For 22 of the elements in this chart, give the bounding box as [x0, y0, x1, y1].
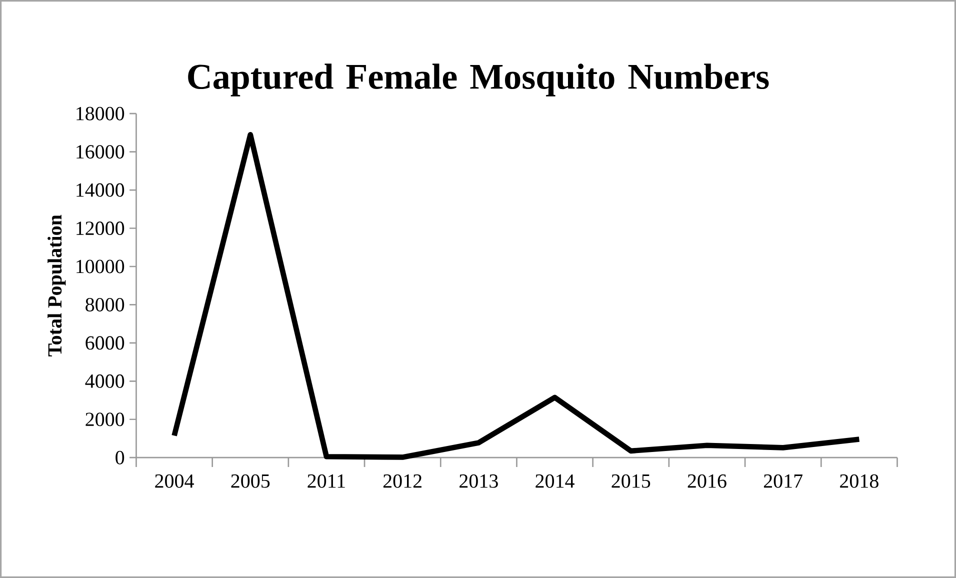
- y-tick-label: 14000: [76, 183, 124, 197]
- x-tick-label: 2017: [764, 474, 802, 488]
- x-tick-label: 2016: [688, 474, 726, 488]
- x-tick-label: 2018: [840, 474, 878, 488]
- y-tick-label: 10000: [76, 260, 124, 274]
- y-tick-label: 8000: [86, 298, 124, 312]
- x-tick-label: 2005: [231, 474, 270, 488]
- y-tick-label: 16000: [76, 145, 124, 159]
- x-tick-label: 2011: [308, 474, 345, 488]
- y-tick-label: 18000: [76, 106, 124, 120]
- y-tick-label: 12000: [76, 222, 124, 236]
- y-tick-label: 6000: [86, 336, 124, 350]
- x-tick-label: 2012: [383, 474, 422, 488]
- y-axis-title: Total Population: [48, 214, 66, 356]
- y-tick-label: 4000: [85, 374, 124, 388]
- y-tick-label: 2000: [86, 412, 124, 426]
- x-tick-label: 2015: [612, 474, 650, 488]
- x-tick-label: 2014: [536, 474, 574, 488]
- x-tick-label: 2013: [460, 474, 498, 488]
- chart-title: Captured Female Mosquito Numbers: [188, 64, 769, 96]
- y-tick-label: 0: [116, 450, 124, 464]
- x-tick-label: 2004: [155, 474, 194, 488]
